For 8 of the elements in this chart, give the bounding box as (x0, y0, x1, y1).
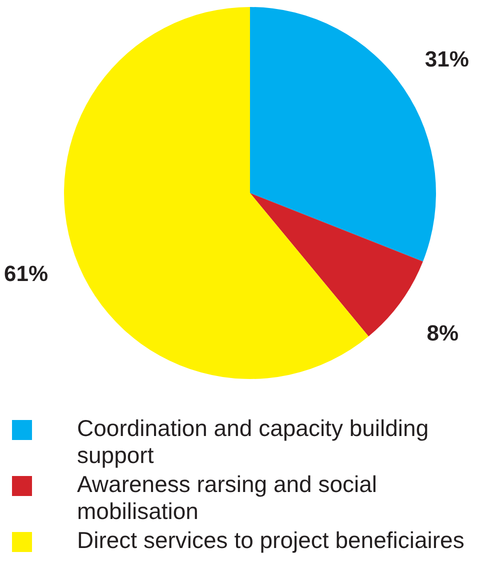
legend-label: Coordination and capacity building support (77, 415, 429, 468)
data-label: 61% (4, 261, 48, 286)
legend-label: Direct services to project beneficiaires (77, 527, 464, 553)
pie-slice (64, 7, 369, 379)
legend-label: Awareness rarsing and social mobilisation (77, 471, 378, 524)
data-label: 31% (424, 46, 469, 72)
data-label: 8% (426, 320, 459, 346)
pie-slice (250, 193, 423, 336)
